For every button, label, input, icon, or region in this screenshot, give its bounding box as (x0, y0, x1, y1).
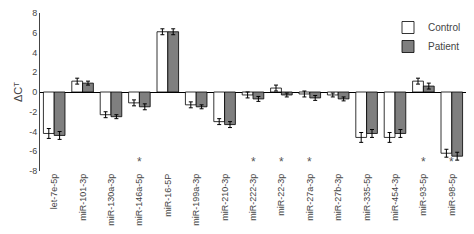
svg-text:miR-199a-3p: miR-199a-3p (191, 174, 201, 226)
svg-text:let-7e-5p: let-7e-5p (49, 174, 59, 210)
svg-text:*: * (449, 155, 454, 169)
svg-text:-2: -2 (29, 107, 37, 117)
svg-text:miR-93-5p: miR-93-5p (418, 174, 428, 216)
svg-text:8: 8 (32, 8, 37, 18)
svg-text:-6: -6 (29, 146, 37, 156)
svg-text:miR-146a-5p: miR-146a-5p (134, 174, 144, 226)
svg-text:miR-130a-3p: miR-130a-3p (106, 174, 116, 226)
svg-text:Control: Control (428, 22, 460, 33)
svg-text:miR-16-5P: miR-16-5P (163, 174, 173, 217)
svg-text:6: 6 (32, 28, 37, 38)
svg-text:miR-27a-3p: miR-27a-3p (305, 174, 315, 221)
svg-text:4: 4 (32, 48, 37, 58)
svg-text:miR-454-3p: miR-454-3p (390, 174, 400, 221)
svg-text:-8: -8 (29, 166, 37, 176)
svg-text:2: 2 (32, 67, 37, 77)
svg-text:miR-210-3p: miR-210-3p (220, 174, 230, 221)
svg-text:*: * (251, 155, 256, 169)
svg-text:ΔCᵀ: ΔCᵀ (12, 82, 24, 102)
svg-text:0: 0 (32, 87, 37, 97)
svg-text:Patient: Patient (428, 41, 459, 52)
svg-text:miR-98-5p: miR-98-5p (447, 174, 457, 216)
svg-text:-4: -4 (29, 127, 37, 137)
svg-text:miR-22-3p: miR-22-3p (276, 174, 286, 216)
svg-text:miR-335-5p: miR-335-5p (362, 174, 372, 221)
svg-text:*: * (307, 155, 312, 169)
svg-text:*: * (279, 155, 284, 169)
svg-text:*: * (137, 155, 142, 169)
svg-text:miR-101-3p: miR-101-3p (78, 174, 88, 221)
svg-text:*: * (421, 155, 426, 169)
svg-text:miR-222-3p: miR-222-3p (248, 174, 258, 221)
svg-text:miR-27b-3p: miR-27b-3p (333, 174, 343, 221)
